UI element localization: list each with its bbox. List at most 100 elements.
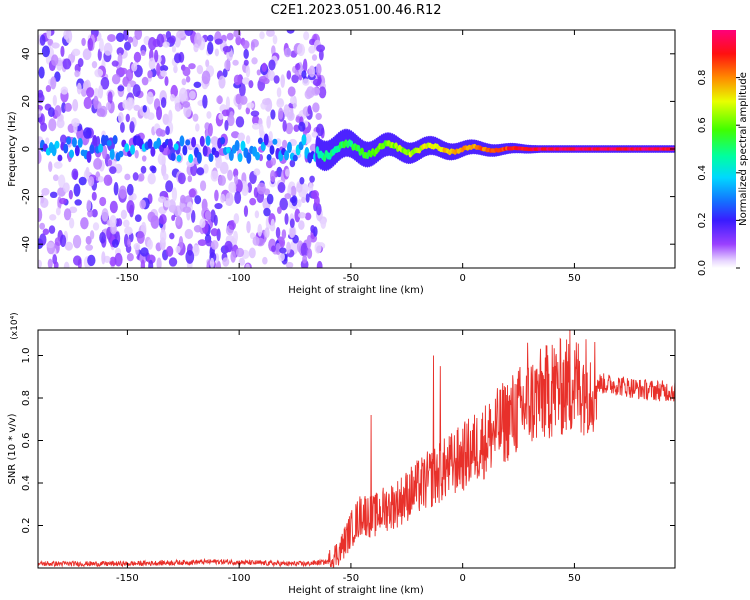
heatmap-noise-cell	[302, 78, 310, 86]
heatmap-noise-cell	[193, 225, 202, 233]
colorbar-tick-label: 0.2	[697, 212, 708, 228]
heatmap-noise-cell	[126, 200, 135, 214]
heatmap-band-cell	[170, 152, 176, 162]
heatmap-noise-cell	[133, 51, 142, 63]
heatmap-noise-cell	[312, 102, 320, 113]
heatmap-noise-cell	[83, 127, 92, 139]
heatmap-noise-cell	[126, 83, 132, 93]
heatmap-noise-cell	[171, 187, 178, 202]
heatmap-noise-cell	[191, 210, 196, 223]
heatmap-noise-cell	[48, 225, 56, 234]
heatmap-noise-cell	[302, 58, 308, 73]
heatmap-noise-cell	[168, 109, 173, 123]
heatmap-noise-cell	[39, 222, 46, 230]
heatmap-noise-cell	[306, 248, 313, 259]
heatmap-noise-cell	[38, 109, 42, 118]
heatmap-band-cell	[71, 137, 77, 148]
heatmap-noise-cell	[276, 99, 285, 108]
heatmap-noise-cell	[220, 193, 226, 203]
heatmap-noise-cell	[188, 63, 196, 70]
heatmap-noise-cell	[74, 199, 82, 206]
heatmap-noise-cell	[101, 251, 106, 265]
heatmap-noise-cell	[176, 30, 185, 39]
heatmap-noise-cell	[72, 255, 82, 266]
heatmap-noise-cell	[315, 63, 322, 76]
heatmap-noise-cell	[46, 30, 52, 40]
heatmap-noise-cell	[138, 173, 145, 182]
heatmap-noise-cell	[120, 209, 127, 220]
heatmap-noise-cell	[311, 54, 318, 61]
heatmap-noise-cell	[64, 241, 73, 251]
heatmap-noise-cell	[262, 256, 268, 265]
heatmap-noise-cell	[146, 112, 155, 120]
heatmap-noise-cell	[117, 218, 123, 227]
heatmap-noise-cell	[131, 62, 138, 72]
heatmap-noise-cell	[291, 74, 299, 84]
heatmap-noise-cell	[218, 113, 224, 120]
heatmap-noise-cell	[297, 199, 302, 208]
heatmap-noise-cell	[53, 161, 63, 169]
heatmap-noise-cell	[184, 228, 194, 240]
heatmap-noise-cell	[88, 176, 95, 187]
heatmap-noise-cell	[306, 236, 312, 249]
heatmap-noise-cell	[126, 183, 134, 196]
heatmap-noise-cell	[254, 210, 260, 219]
heatmap-noise-cell	[188, 188, 196, 198]
heatmap-noise-cell	[305, 133, 312, 144]
heatmap-noise-cell	[268, 70, 276, 81]
heatmap-noise-cell	[271, 245, 276, 253]
heatmap-noise-cell	[309, 175, 315, 183]
heatmap-band-cell	[124, 143, 130, 153]
heatmap-noise-cell	[222, 68, 228, 78]
heatmap-noise-cell	[38, 66, 45, 79]
heatmap-cells	[38, 30, 675, 268]
heatmap-noise-cell	[103, 42, 113, 56]
heatmap-noise-cell	[46, 241, 55, 249]
heatmap-noise-cell	[225, 198, 231, 206]
heatmap-noise-cell	[192, 113, 199, 122]
heatmap-x-axis-label: Height of straight line (km)	[288, 285, 424, 296]
heatmap-noise-cell	[241, 77, 250, 85]
heatmap-noise-cell	[301, 70, 307, 79]
heatmap-noise-cell	[268, 131, 273, 142]
heatmap-noise-cell	[65, 30, 73, 44]
heatmap-noise-cell	[98, 85, 104, 99]
heatmap-band-cell	[176, 154, 182, 162]
heatmap-noise-cell	[214, 38, 223, 45]
heatmap-noise-cell	[262, 77, 270, 85]
heatmap-noise-cell	[105, 101, 112, 111]
heatmap-noise-cell	[126, 238, 132, 248]
heatmap-noise-cell	[49, 214, 57, 221]
heatmap-band-cell	[57, 154, 63, 162]
heatmap-noise-cell	[160, 97, 167, 108]
heatmap-noise-cell	[235, 35, 242, 46]
heatmap-noise-cell	[184, 30, 194, 37]
heatmap-noise-cell	[290, 96, 296, 105]
heatmap-noise-cell	[146, 91, 154, 105]
heatmap-noise-cell	[124, 226, 133, 236]
heatmap-noise-cell	[122, 99, 129, 110]
heatmap-noise-cell	[286, 30, 295, 34]
heatmap-y-axis-label: Frequency (Hz)	[7, 111, 18, 187]
heatmap-noise-cell	[300, 242, 309, 257]
heatmap-noise-cell	[50, 76, 57, 90]
snr-y-axis-label: SNR (10 * v/v)	[7, 413, 18, 484]
heatmap-noise-cell	[174, 102, 182, 112]
y-tick-label: -20	[21, 188, 32, 204]
heatmap-band-cell	[301, 134, 307, 146]
y-tick-label: -40	[21, 236, 32, 252]
heatmap-noise-cell	[266, 115, 271, 129]
heatmap-noise-cell	[228, 219, 236, 231]
heatmap-noise-cell	[214, 189, 219, 202]
heatmap-noise-cell	[263, 207, 271, 217]
heatmap-noise-cell	[243, 48, 249, 60]
heatmap-noise-cell	[266, 30, 275, 37]
heatmap-noise-cell	[205, 239, 213, 247]
heatmap-noise-cell	[169, 35, 176, 44]
x-tick-label: -100	[228, 573, 251, 584]
heatmap-band-cell	[257, 137, 263, 145]
heatmap-noise-cell	[85, 244, 94, 251]
heatmap-noise-cell	[233, 168, 239, 178]
heatmap-noise-cell	[126, 253, 134, 262]
heatmap-noise-cell	[71, 168, 79, 180]
